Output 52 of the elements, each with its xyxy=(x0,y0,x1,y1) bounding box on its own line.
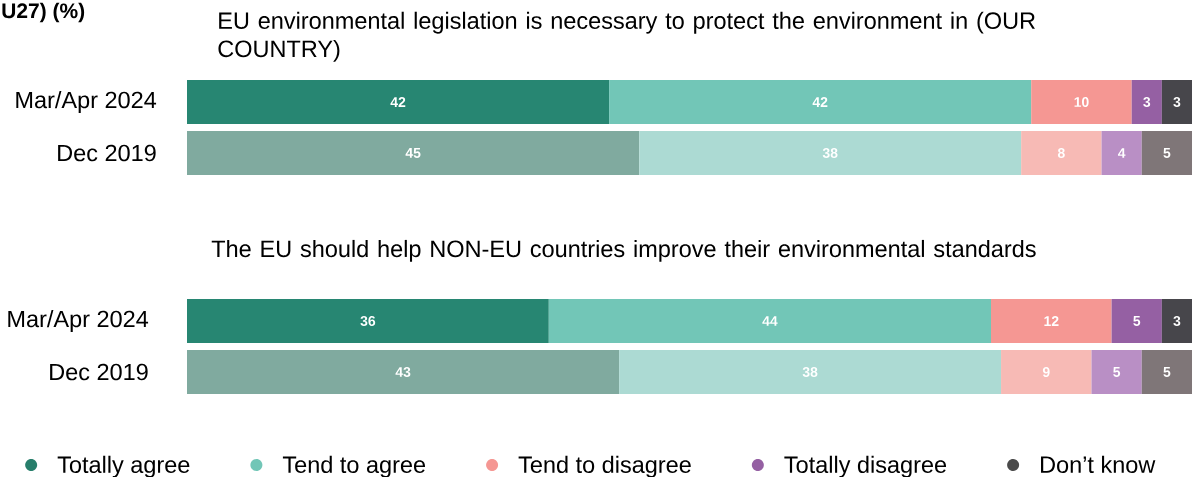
data-label: 38 xyxy=(802,367,818,377)
y-tick-label: Mar/Apr 2024 xyxy=(16,91,157,113)
legend-label: Tend to disagree xyxy=(518,455,691,477)
data-label: 5 xyxy=(1133,316,1141,326)
legend-label: Tend to agree xyxy=(282,455,426,477)
bar xyxy=(1161,299,1192,343)
bar xyxy=(1101,131,1142,175)
chart-title: EU environmental legislation is necessary to protect the environment in (OUR COUNTRY) xyxy=(218,11,1035,62)
bar xyxy=(187,350,620,394)
bar xyxy=(991,299,1112,343)
data-label: 42 xyxy=(390,97,406,107)
text: U27) (%) xyxy=(2,2,85,23)
legend-label: Totally disagree xyxy=(784,455,947,477)
bar xyxy=(187,131,640,175)
y-tick-label: Mar/Apr 2024 xyxy=(8,310,149,332)
data-label: 38 xyxy=(822,148,838,158)
data-label: 44 xyxy=(762,316,778,326)
data-label: 42 xyxy=(812,97,828,107)
data-label: 5 xyxy=(1113,367,1121,377)
chart-title: The EU should help NON-EU countries improve their environmental standards xyxy=(211,239,1036,262)
data-label: 3 xyxy=(1173,97,1181,107)
data-label: 4 xyxy=(1117,148,1126,158)
bar xyxy=(1141,350,1192,394)
bar xyxy=(1021,131,1102,175)
data-label: 43 xyxy=(395,367,411,377)
data-label: 5 xyxy=(1163,367,1171,377)
bar xyxy=(619,350,1002,394)
data-label: 9 xyxy=(1042,367,1050,377)
bar xyxy=(1091,350,1142,394)
y-tick-label: Dec 2019 xyxy=(58,144,156,162)
bar xyxy=(1111,299,1162,343)
data-label: 8 xyxy=(1057,148,1065,158)
data-label: 36 xyxy=(360,316,376,326)
data-label: 10 xyxy=(1074,97,1089,107)
legend-label: Don’t know xyxy=(1041,455,1156,473)
bar xyxy=(187,80,610,124)
legend-label: Totally agree xyxy=(57,455,190,477)
data-label: 5 xyxy=(1163,148,1171,158)
bar xyxy=(187,299,549,343)
bar xyxy=(1141,131,1192,175)
bar xyxy=(1161,80,1192,124)
bar xyxy=(1031,80,1132,124)
data-label: 12 xyxy=(1044,316,1059,326)
y-tick-label: Dec 2019 xyxy=(50,363,148,381)
bar xyxy=(609,80,1032,124)
bar xyxy=(639,131,1022,175)
data-label: 3 xyxy=(1143,97,1151,107)
data-label: 45 xyxy=(405,148,421,158)
bar xyxy=(1001,350,1092,394)
bar xyxy=(548,299,991,343)
data-label: 3 xyxy=(1173,316,1181,326)
bar xyxy=(1131,80,1162,124)
